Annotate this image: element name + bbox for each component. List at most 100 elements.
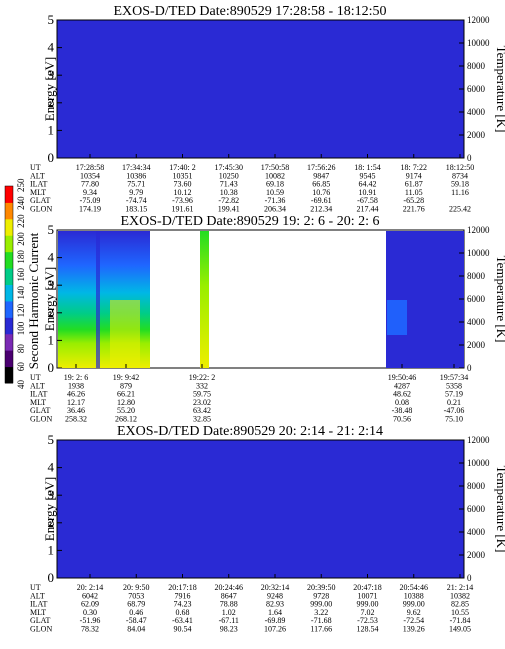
panel-3-table-cell: 20:32:14 xyxy=(261,583,289,592)
panel-3-table-cell: 9248 xyxy=(267,591,283,600)
panel-1-table-cell: 9847 xyxy=(313,171,329,180)
panel-2-ytick-label: 2 xyxy=(48,305,55,320)
panel-3-table-cell: 20: 9:50 xyxy=(123,583,149,592)
panel-2-table-cell: 19: 2: 6 xyxy=(64,373,88,382)
panel-3-table-cell: 7916 xyxy=(175,591,191,600)
colorbar-segment xyxy=(5,202,13,220)
colorbar-segment xyxy=(5,235,13,253)
panel-3-rytick-label: 2000 xyxy=(467,550,486,560)
panel-2-ytick-label: 1 xyxy=(48,332,55,347)
panel-3-table-cell: 78.32 xyxy=(81,625,99,634)
panel-1-row-label: GLON xyxy=(30,205,52,214)
panel-2-rytick-label: 2000 xyxy=(467,340,486,350)
colorbar-tick-label: 60 xyxy=(16,362,26,372)
colorbar-tick-label: 250 xyxy=(16,178,26,192)
panel-3-table-cell: 7.02 xyxy=(361,608,375,617)
colorbar-tick-label: 40 xyxy=(16,380,26,390)
panel-3-table-cell: 149.05 xyxy=(449,625,471,634)
panel-3-row-label: ALT xyxy=(30,591,45,600)
panel-2-row-label: ALT xyxy=(30,381,45,390)
colorbar-tick-label: 240 xyxy=(16,196,26,210)
panel-3-ylabel-right: Temperature [K] xyxy=(494,466,505,553)
panel-1: EXOS-D/TED Date:890529 17:28:58 - 18:12:… xyxy=(30,4,505,214)
panel-3-rytick-label: 8000 xyxy=(467,481,486,491)
panel-3-table-cell: -51.96 xyxy=(80,616,101,625)
colorbar-tick-label: 80 xyxy=(16,344,26,354)
panel-2-row-label: GLAT xyxy=(30,406,51,415)
panel-1-row-label: MLT xyxy=(30,188,46,197)
panel-1-heatmap xyxy=(56,19,465,159)
panel-2-ylabel-right: Temperature [K] xyxy=(494,256,505,343)
panel-2-rytick-label: 8000 xyxy=(467,271,486,281)
panel-1-table-cell: 17:56:26 xyxy=(307,163,335,172)
panel-3-table-cell: 1.64 xyxy=(268,608,282,617)
panel-2-table-cell: 0.08 xyxy=(395,398,409,407)
panel-3-table-cell: 84.04 xyxy=(127,625,145,634)
panel-3-table-cell: 10388 xyxy=(404,591,424,600)
panel-2-table-cell: 5358 xyxy=(446,381,462,390)
colorbar-frame xyxy=(4,185,14,384)
panel-2-row-label: ILAT xyxy=(30,390,47,399)
panel-2-heatmap xyxy=(58,231,464,368)
colorbar-tick-label: 160 xyxy=(16,268,26,282)
panel-1-table-cell: 18: 1:54 xyxy=(354,163,380,172)
panel-3-table-cell: 9728 xyxy=(313,591,329,600)
panel-1-table-cell: 10.12 xyxy=(174,188,192,197)
panel-3-table-cell: -71.68 xyxy=(311,616,332,625)
panel-1-table-cell: 10.91 xyxy=(359,188,377,197)
panel-3-table-cell: 117.66 xyxy=(310,625,332,634)
panel-3-row-label: GLON xyxy=(30,625,52,634)
panel-3-table-cell: 10382 xyxy=(450,591,470,600)
panel-3-row-label: ILAT xyxy=(30,600,47,609)
panel-1-table-cell: 64.42 xyxy=(359,180,377,189)
panel-1-table-cell: 10.76 xyxy=(312,188,330,197)
panel-3-table-cell: 8647 xyxy=(221,591,237,600)
panel-3-table-cell: 20:24:46 xyxy=(215,583,243,592)
panel-1-rytick-label: 0 xyxy=(467,153,472,163)
panel-1-table-cell: 9174 xyxy=(406,171,422,180)
panel-1-title: EXOS-D/TED Date:890529 17:28:58 - 18:12:… xyxy=(114,4,387,19)
panel-1-table-cell: -67.58 xyxy=(357,196,378,205)
panel-3-table-cell: 68.79 xyxy=(127,600,145,609)
data-segment-1-core xyxy=(110,300,140,368)
panel-1-ylabel-right: Temperature [K] xyxy=(494,46,505,133)
colorbar-tick-label: 220 xyxy=(16,214,26,228)
panel-1-table-cell: 174.19 xyxy=(79,205,101,214)
panel-1-table-cell: 75.71 xyxy=(127,180,145,189)
panel-1-table-cell: 11.05 xyxy=(405,188,423,197)
panel-2-table-cell: 32.85 xyxy=(193,415,211,424)
panel-3-rytick-label: 4000 xyxy=(467,527,486,537)
panel-2-table-cell: 12.17 xyxy=(67,398,85,407)
panel-1-table-cell: 199.41 xyxy=(218,205,240,214)
panel-2-table-cell: 48.62 xyxy=(393,390,411,399)
panel-1-table-cell: 9.79 xyxy=(129,188,143,197)
panel-2-table-cell: 57.19 xyxy=(445,390,463,399)
panel-3-table-cell: 10.55 xyxy=(451,608,469,617)
panel-2-table-cell: 46.26 xyxy=(67,390,85,399)
panel-3-ylabel: Energy [eV] xyxy=(42,477,57,541)
panel-1-rytick-label: 2000 xyxy=(467,130,486,140)
colorbar-segment xyxy=(5,300,13,318)
panel-3-table-cell: 6042 xyxy=(82,591,98,600)
panel-3-table-cell: -72.54 xyxy=(403,616,424,625)
panel-1-table-cell: 183.15 xyxy=(125,205,147,214)
panel-1-table-cell: 8734 xyxy=(452,171,468,180)
panel-3-rytick-label: 12000 xyxy=(467,435,490,445)
panel-3-table-cell: 9.62 xyxy=(407,608,421,617)
colorbar-tick-label: 200 xyxy=(16,232,26,246)
panel-1-table-cell: 59.18 xyxy=(451,180,469,189)
colorbar-tick-label: 120 xyxy=(16,303,26,317)
panel-2-ytick-label: 5 xyxy=(48,222,55,237)
panel-2-table-cell: 75.10 xyxy=(445,415,463,424)
panel-1-table-cell: 10386 xyxy=(126,171,146,180)
panel-3-table-cell: 7053 xyxy=(128,591,144,600)
panel-3-table-cell: 999.00 xyxy=(403,600,425,609)
panel-3-table-cell: 82.93 xyxy=(266,600,284,609)
panel-1-ytick-label: 1 xyxy=(48,122,55,137)
panel-1-table-cell: 9.34 xyxy=(83,188,97,197)
panel-1-table-cell: 61.87 xyxy=(405,180,423,189)
panel-2-table-cell: 55.20 xyxy=(117,406,135,415)
data-segment-3 xyxy=(386,231,464,368)
panel-1-table-cell: 10351 xyxy=(173,171,193,180)
